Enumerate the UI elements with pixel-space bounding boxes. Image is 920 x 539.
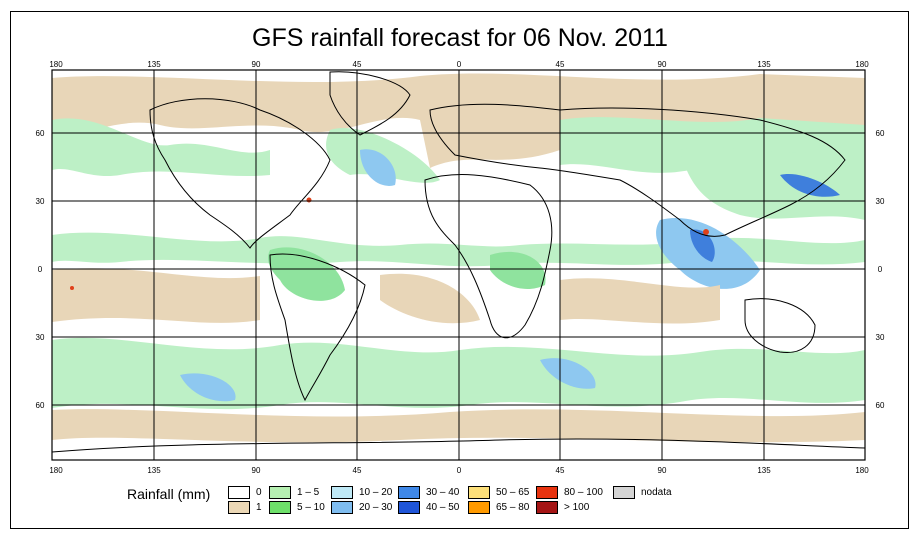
south-america-outline	[269, 253, 366, 402]
legend-swatch-3	[269, 501, 291, 514]
lon-label-top: 135	[147, 60, 161, 69]
legend-label: 40 – 50	[426, 502, 460, 513]
lon-label-top: 45	[556, 60, 565, 69]
rain-band-indian	[560, 278, 720, 324]
lon-label-bottom: 135	[757, 466, 771, 475]
legend-swatch-7	[398, 501, 420, 514]
legend-label: 10 – 20	[359, 487, 393, 498]
rain-cell-south-pacific	[180, 373, 236, 402]
rain-band-south-atlantic	[380, 273, 480, 324]
lon-label-bottom: 90	[252, 466, 261, 475]
coastlines	[52, 71, 865, 453]
lat-label-right: 60	[876, 129, 885, 138]
lon-labels: 180 135 90 45 0 45 90 135 180 180 135 90…	[49, 60, 869, 475]
legend-swatch-1	[228, 501, 250, 514]
legend-label: 1 – 5	[297, 487, 320, 498]
greenland-outline	[329, 71, 411, 136]
lon-label-top: 180	[49, 60, 63, 69]
legend-swatch-10	[536, 486, 558, 499]
lon-label-bottom: 0	[457, 466, 462, 475]
lon-label-top: 90	[252, 60, 261, 69]
rain-cell-philippines	[690, 229, 715, 262]
australia-outline	[744, 298, 816, 354]
eurasia-outline	[429, 103, 846, 237]
lat-label-left: 0	[38, 265, 43, 274]
legend-label: 1	[256, 502, 262, 513]
legend-label: 0	[256, 487, 262, 498]
legend-swatch-4	[331, 486, 353, 499]
legend-swatch-8	[468, 486, 490, 499]
legend-label: nodata	[641, 487, 672, 498]
lat-label-left: 60	[36, 401, 45, 410]
figure-frame	[10, 11, 909, 529]
lon-label-bottom: 180	[855, 466, 869, 475]
antarctica-outline	[52, 438, 865, 453]
rain-cell-amazon	[268, 247, 345, 301]
rain-band-south-pacific	[52, 268, 260, 323]
lat-label-right: 30	[876, 333, 885, 342]
legend-swatch-0	[228, 486, 250, 499]
lon-label-top: 180	[855, 60, 869, 69]
lon-label-bottom: 45	[353, 466, 362, 475]
lat-label-right: 60	[876, 401, 885, 410]
legend-label: > 100	[564, 502, 590, 513]
rain-cell-heavy-2	[703, 229, 709, 235]
lat-label-right: 0	[878, 265, 883, 274]
legend-label: 5 – 10	[297, 502, 325, 513]
lon-label-bottom: 45	[556, 466, 565, 475]
legend-swatch-5	[331, 501, 353, 514]
lon-label-bottom: 135	[147, 466, 161, 475]
lon-label-bottom: 180	[49, 466, 63, 475]
rain-cell-south-indian	[540, 358, 596, 389]
lat-label-left: 60	[36, 129, 45, 138]
legend-swatch-2	[269, 486, 291, 499]
lon-label-bottom: 90	[658, 466, 667, 475]
lon-label-top: 45	[353, 60, 362, 69]
legend-swatch-6	[398, 486, 420, 499]
rain-band-north-pacific-east	[680, 147, 865, 220]
map-title: GFS rainfall forecast for 06 Nov. 2011	[252, 24, 668, 52]
north-america-outline	[149, 98, 331, 249]
lat-label-left: 30	[36, 197, 45, 206]
rain-cell-heavy-3	[70, 286, 74, 290]
graticule	[52, 70, 865, 460]
legend-label: 30 – 40	[426, 487, 460, 498]
lon-label-top: 135	[757, 60, 771, 69]
legend-label: 20 – 30	[359, 502, 393, 513]
legend-swatch-11	[536, 501, 558, 514]
rain-cell-japan	[780, 174, 840, 197]
rain-cell-congo	[490, 251, 546, 290]
rain-cell-atlantic	[360, 149, 396, 186]
map-border	[51, 69, 866, 461]
lon-label-top: 90	[658, 60, 667, 69]
legend-label: 50 – 65	[496, 487, 530, 498]
legend-label: 65 – 80	[496, 502, 530, 513]
legend-label: 80 – 100	[564, 487, 603, 498]
legend-swatch-12	[613, 486, 635, 499]
lat-label-right: 30	[876, 197, 885, 206]
legend-swatch-9	[468, 501, 490, 514]
legend-title: Rainfall (mm)	[127, 486, 211, 502]
lat-labels: 60 30 0 30 60 60 30 0 30 60	[36, 129, 885, 410]
lon-label-top: 0	[457, 60, 462, 69]
africa-outline	[424, 174, 553, 338]
rain-cell-heavy-1	[306, 197, 312, 203]
lat-label-left: 30	[36, 333, 45, 342]
